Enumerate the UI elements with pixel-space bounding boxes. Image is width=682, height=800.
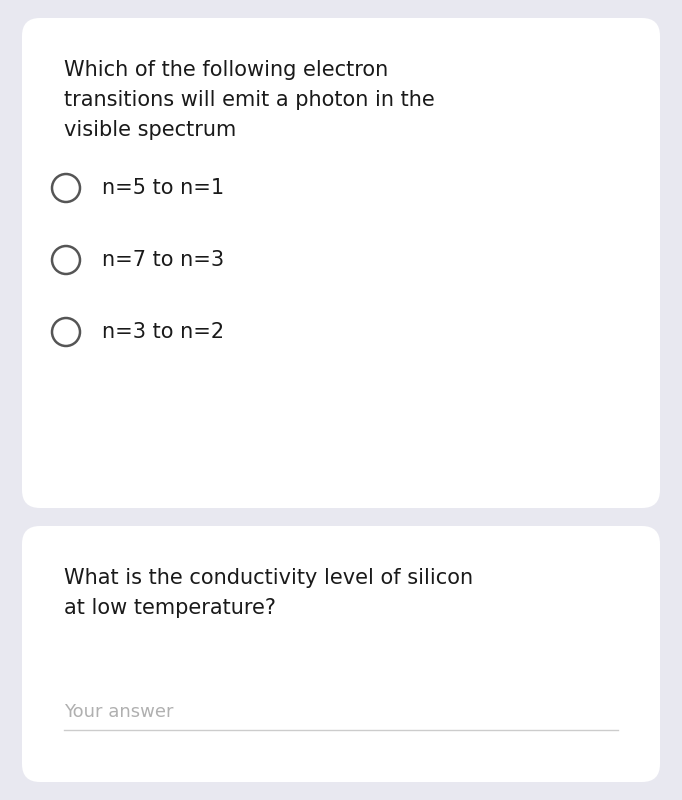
Text: Your answer: Your answer (64, 703, 173, 721)
Text: at low temperature?: at low temperature? (64, 598, 276, 618)
Text: What is the conductivity level of silicon: What is the conductivity level of silico… (64, 568, 473, 588)
Text: visible spectrum: visible spectrum (64, 120, 236, 140)
Text: transitions will emit a photon in the: transitions will emit a photon in the (64, 90, 434, 110)
Text: n=7 to n=3: n=7 to n=3 (102, 250, 224, 270)
FancyBboxPatch shape (22, 18, 660, 508)
FancyBboxPatch shape (22, 526, 660, 782)
Text: Which of the following electron: Which of the following electron (64, 60, 388, 80)
Text: n=5 to n=1: n=5 to n=1 (102, 178, 224, 198)
Text: n=3 to n=2: n=3 to n=2 (102, 322, 224, 342)
